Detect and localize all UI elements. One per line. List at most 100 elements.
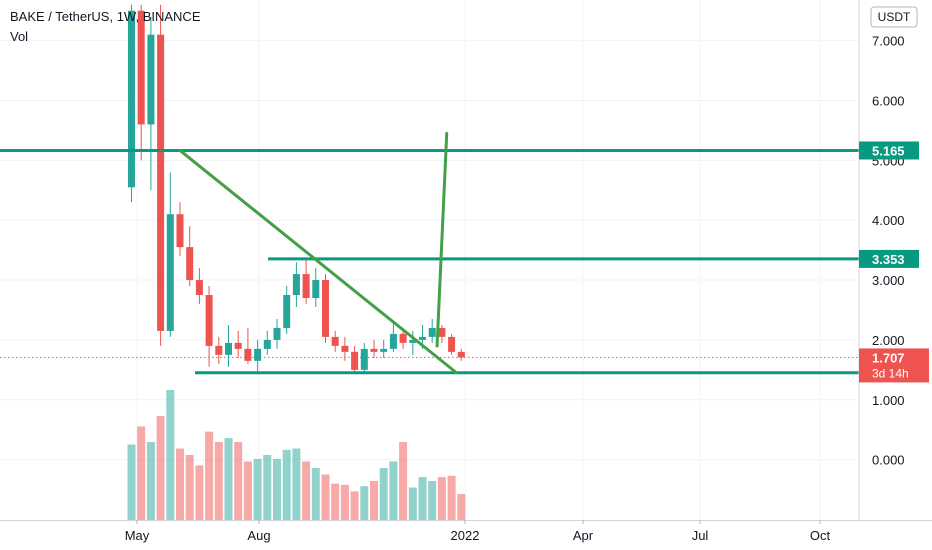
candle-body [448, 336, 456, 352]
volume-bar [321, 474, 330, 520]
candle-body [273, 327, 281, 340]
volume-bar [428, 481, 437, 520]
volume-bar [389, 461, 398, 520]
volume-bar [447, 475, 456, 520]
time-axis-ticks: May Aug 2022 Apr Jul Oct [125, 520, 831, 543]
time-tick-label: Jul [692, 528, 709, 543]
price-label-tag [859, 249, 919, 268]
volume-bar [263, 455, 272, 520]
candle-body [380, 348, 388, 352]
candle-body [205, 295, 213, 346]
candles[interactable] [128, 4, 465, 373]
volume-bar [311, 468, 320, 520]
time-tick-label: May [125, 528, 150, 543]
candle-body [312, 280, 320, 299]
volume-bar [292, 448, 301, 520]
volume-bar [350, 491, 359, 520]
countdown-text: 3d 14h [872, 366, 909, 380]
volume-indicator-label[interactable]: Vol [10, 29, 28, 44]
currency-badge-box [870, 6, 918, 28]
volume-bar [253, 458, 262, 520]
time-axis-bg [0, 520, 932, 550]
candle-body [457, 351, 465, 358]
volume-bar [331, 483, 340, 520]
price-label-text: 3.353 [872, 252, 905, 267]
trend-lines[interactable] [178, 131, 458, 375]
volume-bar [370, 481, 378, 520]
price-tick-label: 1.000 [872, 393, 905, 408]
volume-bar [457, 494, 466, 520]
candle-body [419, 336, 426, 340]
volume-bar [137, 426, 146, 520]
volume-bar [437, 477, 446, 520]
current-price-text: 1.707 [872, 350, 905, 365]
time-tick-label: Oct [810, 528, 831, 543]
volume-bar [243, 461, 252, 520]
horizontal-lines[interactable] [0, 148, 859, 375]
trend-line [435, 131, 449, 348]
time-tick-label: 2022 [451, 528, 480, 543]
volume-bar [176, 448, 184, 520]
candle-body [176, 214, 184, 248]
price-tick-label: 7.000 [872, 34, 905, 49]
candle-body [399, 333, 407, 343]
price-tick-label: 3.000 [872, 273, 905, 288]
candle-body [225, 342, 232, 355]
volume-bar [146, 442, 155, 520]
candle-body [234, 342, 242, 349]
time-tick-label: Aug [247, 528, 270, 543]
candle-body [186, 247, 194, 281]
price-tick-label: 0.000 [872, 453, 905, 468]
volume-bar [360, 486, 369, 520]
volume-bar [214, 442, 223, 520]
candle-body [147, 34, 155, 125]
candle-body [283, 295, 291, 328]
volume-bar [156, 416, 165, 520]
candle-body [263, 339, 271, 349]
candle-body [360, 348, 368, 370]
price-tick-label: 4.000 [872, 213, 905, 228]
candle-body [254, 348, 262, 361]
volume-bar [234, 442, 243, 520]
volume-bar [127, 444, 136, 520]
candle-body [195, 280, 203, 296]
candle-body [292, 274, 300, 296]
price-tick-label: 2.000 [872, 333, 905, 348]
volume-bar [282, 449, 291, 520]
volume-bar [302, 461, 311, 520]
candle-body [438, 327, 446, 337]
volume-bar [340, 484, 349, 520]
volume-bars [127, 390, 466, 520]
price-label-tag [859, 141, 919, 160]
candle-body [331, 336, 339, 346]
currency-badge[interactable]: USDT [870, 6, 918, 28]
volume-bar [399, 442, 408, 520]
candle-body [351, 351, 359, 370]
volume-bar [195, 465, 204, 520]
trend-line [178, 148, 458, 375]
symbol-title[interactable]: BAKE / TetherUS, 1W, BINANCE [10, 9, 201, 24]
currency-badge-text: USDT [878, 10, 911, 24]
volume-bar [379, 468, 388, 520]
candle-body [215, 345, 223, 355]
current-price-tag [859, 348, 929, 383]
volume-bar [418, 477, 427, 520]
volume-bar [408, 487, 417, 520]
volume-bar [273, 458, 281, 520]
candle-body [137, 10, 145, 125]
volume-bar [224, 438, 233, 520]
candle-body [322, 280, 329, 337]
candle-body [341, 345, 349, 352]
candle-body [128, 10, 135, 188]
candle-body [157, 34, 165, 331]
candle-body [389, 333, 397, 349]
candle-body [428, 327, 436, 337]
volume-bar [205, 431, 214, 520]
price-label-text: 5.165 [872, 143, 905, 158]
candle-body [302, 274, 310, 299]
volume-bar [166, 390, 175, 520]
candle-body [409, 339, 417, 343]
